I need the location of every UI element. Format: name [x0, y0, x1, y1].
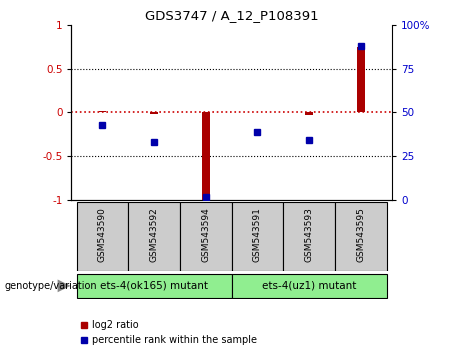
Bar [180, 202, 231, 271]
Bar [231, 274, 387, 298]
Bar [231, 202, 284, 271]
Bar [150, 113, 158, 114]
Bar [77, 274, 231, 298]
Text: genotype/variation: genotype/variation [5, 281, 97, 291]
Legend: log2 ratio, percentile rank within the sample: log2 ratio, percentile rank within the s… [77, 316, 261, 349]
Bar [284, 202, 335, 271]
Text: GSM543591: GSM543591 [253, 207, 262, 262]
Bar [357, 47, 365, 113]
Text: GSM543593: GSM543593 [305, 207, 313, 262]
Bar [202, 113, 210, 200]
Text: GSM543592: GSM543592 [150, 207, 159, 262]
Title: GDS3747 / A_12_P108391: GDS3747 / A_12_P108391 [145, 9, 319, 22]
Bar [99, 111, 106, 113]
Text: GSM543594: GSM543594 [201, 207, 210, 262]
Text: ets-4(ok165) mutant: ets-4(ok165) mutant [100, 280, 208, 290]
Bar [128, 202, 180, 271]
Polygon shape [58, 280, 71, 292]
Text: GSM543590: GSM543590 [98, 207, 107, 262]
Bar [335, 202, 387, 271]
Bar [305, 113, 313, 115]
Text: ets-4(uz1) mutant: ets-4(uz1) mutant [262, 280, 356, 290]
Bar [77, 202, 128, 271]
Text: GSM543595: GSM543595 [356, 207, 366, 262]
